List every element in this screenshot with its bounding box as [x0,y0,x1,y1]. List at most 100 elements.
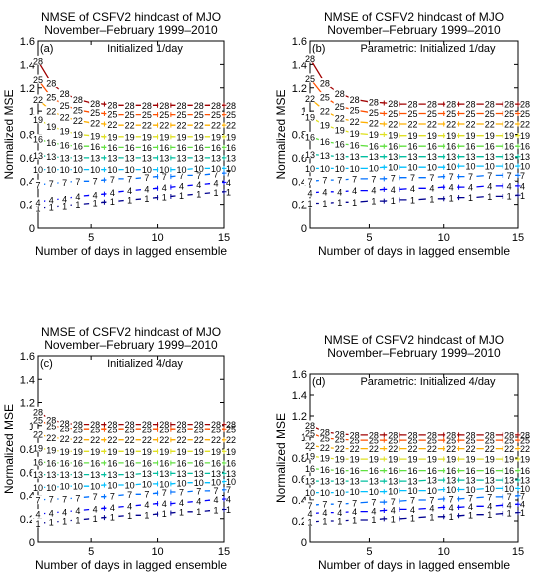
y-tick-label: 1.4 [292,59,307,71]
series-label-bg [318,136,331,146]
series-label: 19 [369,130,379,140]
series-label: 16 [73,142,83,152]
data-point [221,112,227,118]
series-label: 13 [73,470,83,480]
series-label: 7 [62,494,67,504]
series-label-bg [89,152,102,162]
series-label: 13 [427,476,437,486]
series-label-bg [464,192,477,202]
series-label: 1 [75,200,80,210]
series-label-bg [367,97,380,107]
series-label-bg [425,485,438,495]
series-end-label: 25 [226,110,236,120]
series-label-bg [192,120,205,130]
series-label-bg [406,512,419,522]
series-label-bg [71,457,84,467]
series-label-bg [89,446,102,456]
series-label-bg [45,507,58,517]
series-label: 25 [159,425,169,435]
series-label-bg [503,180,516,190]
data-point [381,154,387,160]
series-label: 19 [159,132,169,142]
series-label: 28 [211,101,221,111]
series-label-bg [367,163,380,173]
series-label-bg [318,464,331,474]
series-label: 7 [144,173,149,183]
series-label-bg [123,142,136,152]
series-label-bg [45,457,58,467]
series-label-bg [175,142,188,152]
data-point [221,437,227,443]
series-label: 4 [487,502,492,512]
series-label-bg [445,108,458,118]
series-label: 19 [60,447,70,457]
series-label-bg [32,197,44,207]
data-point [101,494,107,500]
series-end-label: 10 [520,484,530,494]
series-label: 25 [194,110,204,120]
series-label-bg [58,516,71,526]
series-label: 28 [485,430,495,440]
series-label: 10 [211,164,221,174]
series-label-bg [464,108,477,118]
series-label-bg [58,200,71,210]
series-label-bg [140,499,153,509]
series-label-bg [210,434,223,444]
series-label: 19 [320,454,330,464]
y-tick-label: 0.2 [20,514,35,526]
series-label-bg [445,465,458,475]
series-label-bg [32,114,44,124]
series-19: 19 19 19 19 19 19 19 19 19 19 19 19 19 [304,111,530,141]
series-label-bg [210,446,223,456]
series-label: 25 [46,93,56,103]
series-end-label: 7 [520,491,525,501]
series-label-bg [304,517,316,527]
series-label: 1 [410,195,415,205]
series-label: 1 [162,193,167,203]
series-label: 25 [305,428,315,438]
series-label-bg [348,173,361,183]
series-label: 22 [408,119,418,129]
series-label: 16 [46,458,56,468]
series-label-bg [175,434,188,444]
series-label-bg [71,514,84,524]
data-point [221,496,227,502]
series-label-bg [158,508,171,518]
series-label: 28 [46,79,56,89]
series-label: 4 [429,504,434,514]
x-axis-label: Number of days in lagged ensemble [35,558,227,572]
chart-title: NMSE of CSFV2 hindcast of MJO [41,325,221,339]
series-label-bg [406,465,419,475]
series-label-bg [158,192,171,202]
series-label-bg [45,482,58,492]
series-end-label: 19 [226,132,236,142]
series-label: 19 [408,455,418,465]
series-label: 28 [60,419,70,429]
x-tick-label: 10 [151,232,163,244]
series-label-bg [192,152,205,162]
data-point [101,199,107,205]
series-22: 22 22 22 22 22 22 22 22 22 22 22 22 22 [304,440,530,454]
series-label-bg [89,107,102,117]
series-end-label: 4 [520,500,525,510]
series-label-bg [158,120,171,130]
y-tick-label: 0.2 [292,200,307,212]
series-label-bg [123,173,136,183]
series-label: 22 [485,444,495,454]
series-label: 22 [176,435,186,445]
series-label-bg [318,198,331,208]
series-label-bg [210,457,223,467]
series-label-bg [210,505,223,515]
series-label: 7 [307,501,312,511]
series-label-bg [210,142,223,152]
series-label-bg [333,465,346,475]
series-label: 10 [194,478,204,488]
series-label-bg [304,149,316,159]
series-label: 1 [371,197,376,207]
series-label-bg [348,116,361,126]
series-label-bg [406,162,419,172]
series-label-bg [406,130,419,140]
x-tick-label: 5 [88,232,94,244]
